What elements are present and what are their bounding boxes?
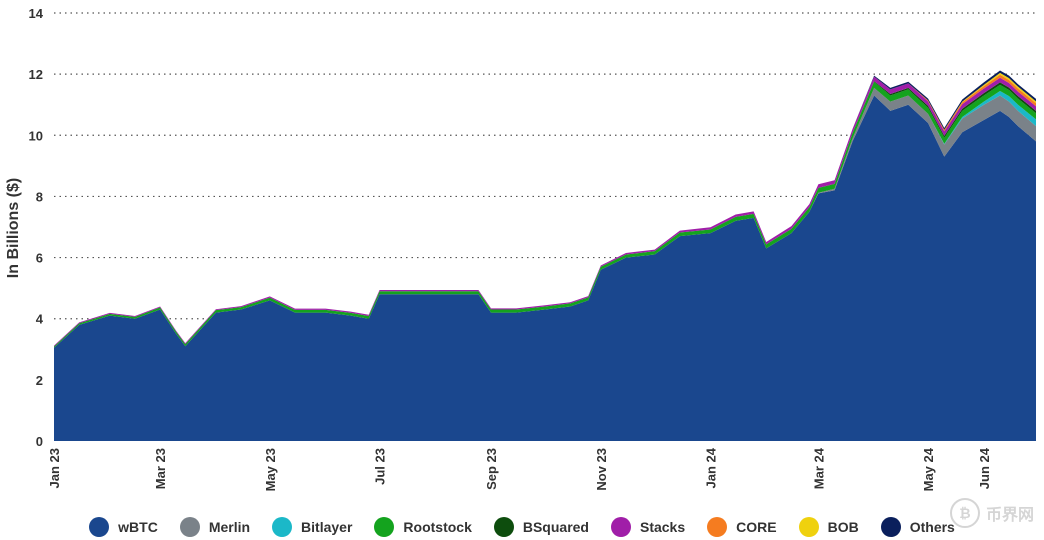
y-tick-label: 0 <box>36 434 43 449</box>
legend-label: Merlin <box>208 519 251 535</box>
legend-label: wBTC <box>118 519 158 535</box>
y-tick-label: 12 <box>29 67 43 82</box>
legend-item-rootstock[interactable]: Rootstock <box>374 517 472 537</box>
area-series <box>54 70 1036 442</box>
stacked-area-chart: 0 2 4 6 8 10 12 14 Jan 23 Mar 23 May 23 Jul 23 Sep … <box>5 6 1036 491</box>
legend-swatch <box>707 517 728 537</box>
legend-item-bsquared[interactable]: BSquared <box>493 517 589 537</box>
legend-label: Stacks <box>639 519 686 535</box>
x-tick-label: Sep 23 <box>484 448 499 490</box>
x-axis-ticks: Jan 23 Mar 23 May 23 Jul 23 Sep 23 Nov 23 Jan … <box>47 447 992 491</box>
y-axis-ticks: 0 2 4 6 8 10 12 14 <box>29 6 44 449</box>
legend-swatch <box>880 517 901 537</box>
watermark: ₿ 币界网 <box>949 498 1034 528</box>
legend-item-stacks[interactable]: Stacks <box>610 517 686 537</box>
legend-swatch <box>374 517 395 537</box>
legend-item-wbtc[interactable]: wBTC <box>89 517 158 537</box>
legend-label: Bitlayer <box>301 519 353 535</box>
x-tick-label: Nov 23 <box>594 448 609 491</box>
y-tick-label: 14 <box>29 6 44 21</box>
legend-label: Others <box>909 519 955 535</box>
legend-swatch <box>798 517 819 537</box>
x-tick-label: Jul 23 <box>373 448 388 485</box>
legend-swatch <box>179 517 200 537</box>
legend-label: Rootstock <box>403 519 472 535</box>
bitcoin-coin-icon: ₿ <box>949 498 980 528</box>
x-tick-label: May 23 <box>263 448 278 491</box>
y-tick-label: 4 <box>36 312 44 327</box>
legend-swatch <box>610 517 631 537</box>
y-tick-label: 2 <box>36 373 43 388</box>
legend-label: BOB <box>827 519 859 535</box>
area-series-wbtc <box>54 95 1036 442</box>
legend-swatch <box>89 517 110 537</box>
legend-item-others[interactable]: Others <box>880 517 955 537</box>
x-tick-label: Mar 24 <box>811 447 826 489</box>
y-tick-label: 6 <box>36 251 43 266</box>
legend-item-core[interactable]: CORE <box>707 517 777 537</box>
x-tick-label: Mar 23 <box>153 448 168 489</box>
y-tick-label: 8 <box>36 189 43 204</box>
legend-item-bitlayer[interactable]: Bitlayer <box>272 517 352 537</box>
x-tick-label: May 24 <box>921 447 936 491</box>
legend-swatch <box>272 517 293 537</box>
legend-label: CORE <box>736 519 777 535</box>
x-tick-label: Jan 24 <box>703 447 718 488</box>
legend-label: BSquared <box>522 519 589 535</box>
x-tick-label: Jan 23 <box>47 448 62 488</box>
legend-item-merlin[interactable]: Merlin <box>179 517 251 537</box>
x-tick-label: Jun 24 <box>977 447 992 489</box>
legend-swatch <box>493 517 514 537</box>
watermark-text: 币界网 <box>985 507 1034 524</box>
y-axis-label: In Billions ($) <box>5 178 22 278</box>
legend: wBTC Merlin Bitlayer Rootstock BSquared Stack… <box>0 514 1044 540</box>
y-tick-label: 10 <box>29 128 43 143</box>
legend-item-bob[interactable]: BOB <box>798 517 859 537</box>
